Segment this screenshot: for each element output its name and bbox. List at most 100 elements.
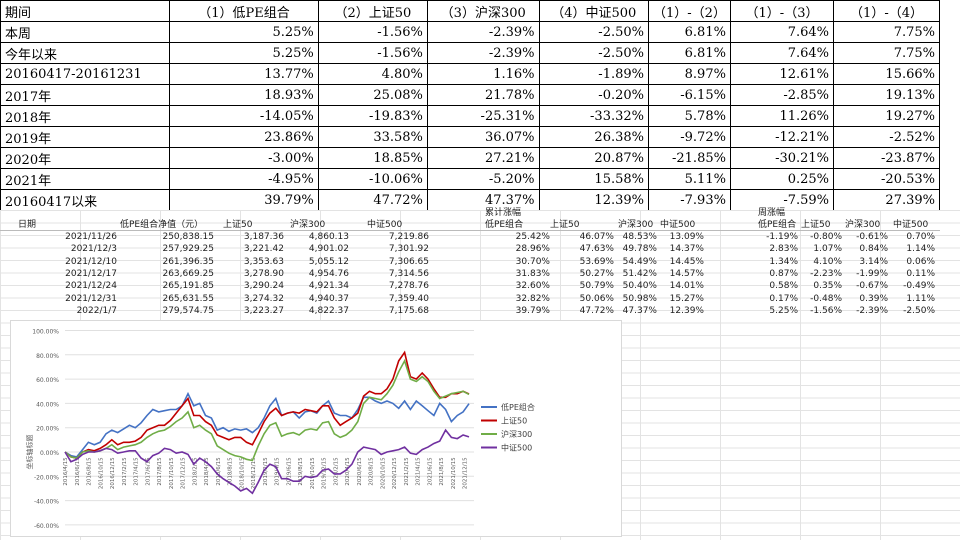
weekly-column-header: 中证500	[660, 220, 696, 230]
return-cell: -4.95%	[169, 168, 319, 190]
return-cell: -33.32%	[538, 105, 650, 127]
weekly-cell: 47.72%	[579, 305, 614, 316]
return-cell: 7.64%	[729, 42, 835, 64]
x-tick-label: 2020/10/15	[380, 457, 386, 489]
y-tick-label: 60.00%	[36, 377, 59, 384]
weekly-cell: 263,669.25	[162, 268, 214, 279]
period-cell: 20160417以来	[0, 189, 171, 211]
return-cell: 23.86%	[169, 126, 319, 148]
period-cell: 本周	[0, 21, 171, 43]
weekly-column-header: 沪深300	[845, 220, 881, 230]
weekly-cell: 3,221.42	[243, 244, 284, 255]
weekly-cell: 2021/12/17	[65, 268, 117, 279]
column-header: （4）中证500	[538, 0, 650, 22]
return-cell: 6.81%	[648, 21, 731, 43]
return-cell: -10.06%	[317, 168, 428, 190]
legend-label: 上证50	[501, 417, 527, 426]
weekly-cell: 2021/12/3	[70, 244, 117, 255]
weekly-cell: 2022/1/7	[76, 305, 117, 316]
weekly-cell: 46.07%	[579, 232, 614, 242]
column-header: （3）沪深300	[426, 0, 540, 22]
return-cell: 12.61%	[729, 63, 835, 85]
weekly-cell: 2021/12/10	[65, 256, 117, 267]
summary-row: 本周 5.25% -1.56% -2.39% -2.50% 6.81% 7.64% 7.75%	[0, 21, 940, 43]
return-cell: -20.53%	[833, 168, 940, 190]
summary-table: 期间 （1）低PE组合 （2）上证50 （3）沪深300 （4）中证500 （1）-（2）…	[0, 0, 940, 211]
return-cell: 47.72%	[317, 189, 428, 211]
weekly-cell: -1.56%	[810, 305, 842, 316]
return-cell: 5.78%	[648, 105, 731, 127]
weekly-cell: 3,223.27	[243, 305, 284, 316]
weekly-column-header: 上证50	[550, 220, 580, 230]
chart-svg: 100.00% 80.00% 60.00% 40.00% 20.00% 0.00% -20.…	[25, 329, 535, 530]
return-chart: 100.00% 80.00% 60.00% 40.00% 20.00% 0.00% -20.…	[10, 320, 622, 537]
weekly-cell: 0.06%	[906, 256, 935, 267]
weekly-cell: 7,175.68	[388, 305, 429, 316]
x-tick-label: 2018/2/15	[192, 457, 198, 486]
return-cell: -9.72%	[648, 126, 731, 148]
weekly-column-header: 中证500	[893, 220, 929, 230]
weekly-cell: 0.35%	[813, 281, 842, 292]
x-tick-label: 2021/2/15	[404, 457, 410, 486]
weekly-cell: 4,940.37	[308, 293, 349, 304]
x-tick-label: 2018/6/15	[216, 457, 222, 486]
x-tick-label: 2017/12/15	[181, 457, 187, 489]
weekly-cell: 4,822.37	[308, 305, 349, 316]
return-cell: 8.97%	[648, 63, 731, 85]
x-tick-label: 2020/12/15	[392, 457, 398, 489]
weekly-cell: 50.06%	[579, 293, 614, 304]
x-tick-label: 2019/8/15	[298, 457, 304, 486]
weekly-cell: -0.80%	[810, 232, 842, 242]
weekly-cell: 47.63%	[579, 244, 614, 255]
summary-header-row: 期间 （1）低PE组合 （2）上证50 （3）沪深300 （4）中证500 （1）-（2）…	[0, 0, 940, 22]
weekly-cell: 48.53%	[622, 232, 657, 242]
return-cell: -5.20%	[426, 168, 540, 190]
x-tick-label: 2017/6/15	[145, 457, 151, 486]
weekly-column-header: 日期	[18, 220, 37, 230]
period-cell: 今年以来	[0, 42, 171, 64]
header-divider	[0, 230, 940, 231]
weekly-cell: 2021/12/31	[65, 293, 117, 304]
return-cell: -21.85%	[648, 147, 731, 169]
weekly-cell: 0.39%	[859, 293, 888, 304]
x-tick-label: 2021/12/15	[463, 457, 469, 489]
weekly-cell: 47.37%	[622, 305, 657, 316]
return-cell: 19.27%	[833, 105, 940, 127]
weekly-cell: 265,631.55	[162, 293, 214, 304]
return-cell: 1.16%	[426, 63, 540, 85]
return-cell: 15.58%	[538, 168, 650, 190]
y-tick-label: -40.00%	[34, 499, 59, 506]
y-tick-label: 40.00%	[36, 401, 59, 408]
return-cell: 26.38%	[538, 126, 650, 148]
weekly-cell: 50.40%	[622, 281, 657, 292]
return-cell: -2.39%	[426, 42, 540, 64]
legend-label: 低PE组合	[501, 402, 535, 412]
weekly-cell: 7,219.86	[388, 232, 429, 242]
return-cell: -23.87%	[833, 147, 940, 169]
return-cell: -12.21%	[729, 126, 835, 148]
return-cell: 33.58%	[317, 126, 428, 148]
period-cell: 20160417-20161231	[0, 63, 171, 85]
return-cell: -2.50%	[538, 42, 650, 64]
weekly-cell: 28.96%	[515, 244, 550, 255]
x-tick-label: 2016/8/15	[87, 457, 93, 486]
column-header: （1）低PE组合	[169, 0, 319, 22]
return-cell: -6.15%	[648, 84, 731, 106]
weekly-cell: -2.39%	[856, 305, 888, 316]
x-tick-label: 2018/10/15	[239, 457, 245, 489]
return-cell: 39.79%	[169, 189, 319, 211]
weekly-cell: 4,860.13	[308, 232, 349, 242]
weekly-cell: -2.23%	[810, 268, 842, 279]
x-tick-label: 2021/8/15	[439, 457, 445, 486]
weekly-cell: 1.14%	[906, 244, 935, 255]
return-cell: -2.39%	[426, 21, 540, 43]
weekly-cell: -2.50%	[903, 305, 935, 316]
x-tick-label: 2018/12/15	[251, 457, 257, 489]
series-line-1	[64, 350, 470, 459]
return-cell: 47.37%	[426, 189, 540, 211]
weekly-cell: 32.60%	[515, 281, 550, 292]
x-tick-label: 2020/2/15	[333, 457, 339, 486]
return-cell: 7.75%	[833, 42, 940, 64]
weekly-cell: 30.70%	[515, 256, 550, 267]
return-cell: 27.21%	[426, 147, 540, 169]
